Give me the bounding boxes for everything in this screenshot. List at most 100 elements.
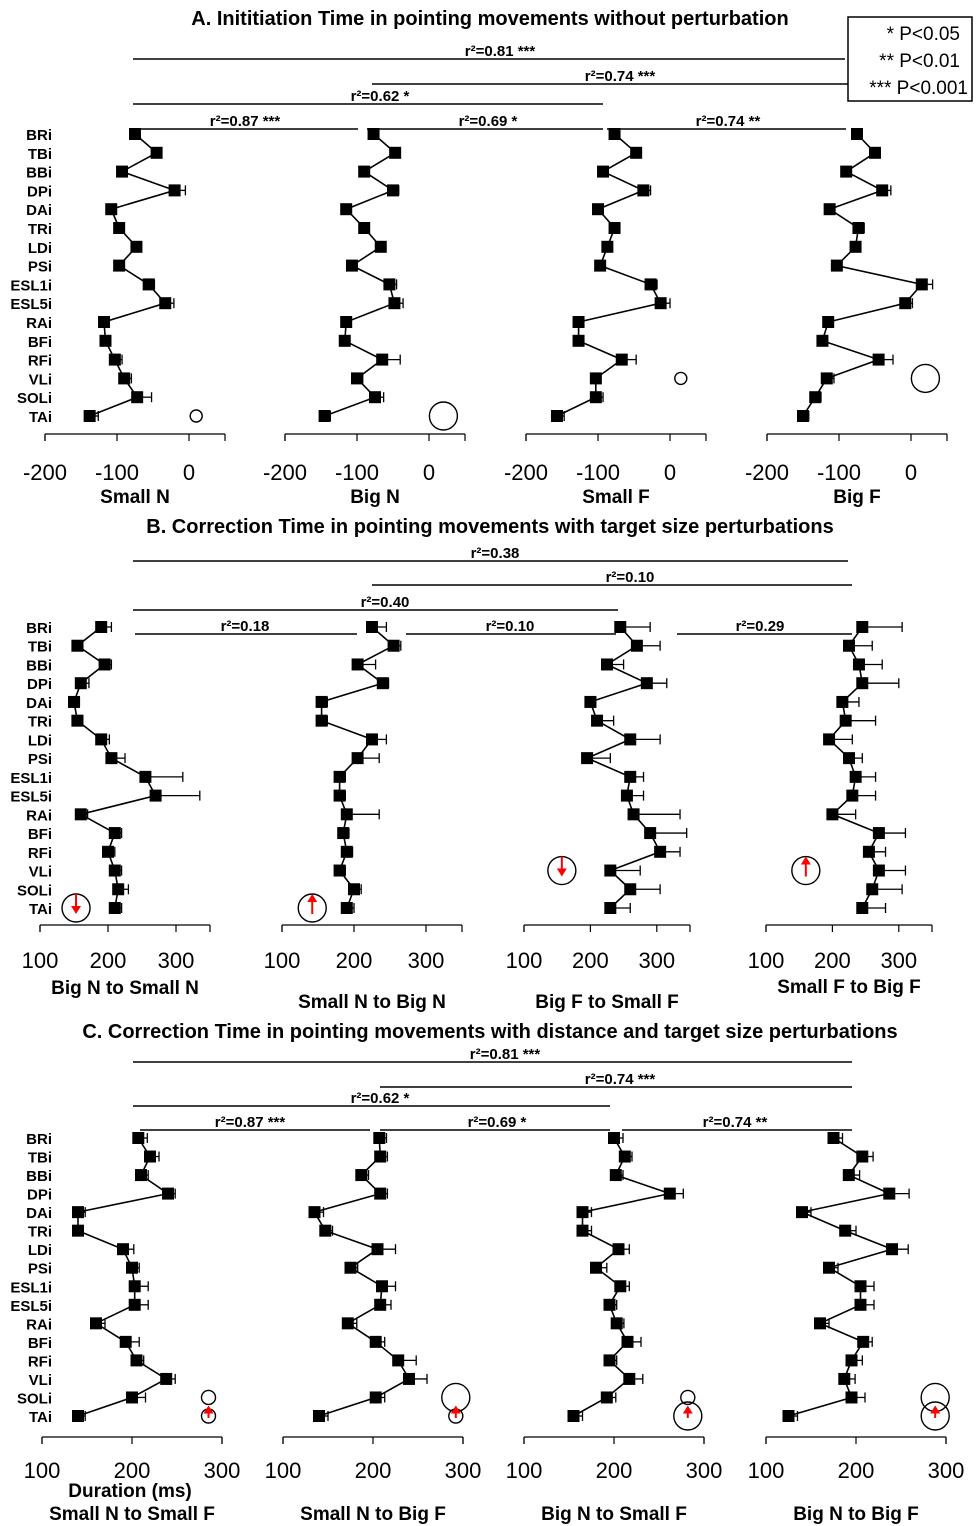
bracket-label: r²=0.74 **: [703, 1114, 768, 1131]
data-point: [627, 808, 640, 821]
x-tick-label: 300: [638, 948, 675, 973]
panel-name: Small N: [100, 487, 170, 508]
data-point: [663, 1187, 676, 1200]
muscle-label: TAi: [29, 901, 52, 918]
data-point: [592, 203, 604, 216]
data-point: [624, 770, 637, 783]
panel-big-n-to-big-f: 100 200 300 Big N to Big F: [748, 1132, 964, 1525]
series-line: [573, 1137, 673, 1417]
x-tick-label: 200: [814, 948, 851, 973]
data-point: [823, 1261, 835, 1274]
data-point: [550, 410, 563, 422]
panel-name: Small N to Big F: [300, 1504, 446, 1525]
data-point: [915, 278, 928, 291]
data-point: [608, 1132, 620, 1144]
data-point: [132, 1132, 145, 1144]
muscle-label: VLi: [29, 864, 52, 881]
data-point: [315, 695, 328, 708]
data-point: [355, 1169, 368, 1182]
data-point: [816, 334, 829, 347]
data-point: [866, 883, 879, 896]
bracket-label: r²=0.87 ***: [210, 113, 281, 130]
red-arrow-head: [307, 894, 318, 902]
data-point: [630, 639, 643, 652]
data-point: [369, 1391, 382, 1404]
data-point: [623, 1372, 636, 1385]
data-point: [618, 1150, 631, 1163]
muscle-label: ESL1i: [10, 277, 52, 294]
data-point: [856, 621, 869, 633]
muscle-label: RFi: [28, 845, 52, 862]
data-point: [95, 621, 108, 633]
data-point: [344, 1261, 357, 1274]
legend-p01: ** P<0.01: [879, 51, 960, 72]
red-arrow-head: [682, 1405, 693, 1414]
onset-circle: [674, 371, 688, 386]
x-tick-label: 0: [664, 460, 676, 485]
bracket-label: r²=0.69 *: [459, 113, 518, 130]
panel-big-n: -200 -100 0 Big N: [263, 128, 466, 508]
data-point: [872, 864, 885, 877]
red-arrow-head: [450, 1405, 461, 1414]
data-point: [126, 1391, 138, 1404]
data-point: [376, 677, 389, 690]
muscle-label: ESL1i: [10, 1279, 52, 1296]
series-line: [320, 626, 396, 909]
panel-name: Big N to Small F: [541, 1504, 687, 1525]
data-point: [843, 752, 855, 765]
data-point: [839, 714, 852, 727]
data-point: [839, 1224, 852, 1237]
data-point: [857, 1335, 870, 1348]
data-point: [797, 410, 809, 422]
data-point: [403, 1372, 415, 1385]
data-point: [373, 1132, 386, 1144]
muscle-label: PSi: [28, 1261, 52, 1278]
data-point: [576, 1224, 589, 1237]
muscle-label: BRi: [26, 620, 52, 637]
x-tick-label: -200: [504, 460, 548, 485]
data-point: [68, 695, 80, 708]
x-tick-label: 200: [114, 1458, 151, 1483]
panel-name: Big N to Small N: [51, 978, 199, 999]
data-point: [856, 677, 869, 690]
data-point: [333, 770, 346, 783]
data-point: [820, 372, 833, 385]
data-point: [621, 1335, 634, 1348]
muscle-label: DPi: [27, 1187, 52, 1204]
x-tick-label: -100: [817, 460, 861, 485]
muscle-label: RAi: [26, 807, 52, 824]
data-point: [72, 1206, 84, 1219]
data-point: [845, 1354, 858, 1367]
x-tick-label: 300: [204, 1458, 241, 1483]
series-line: [802, 133, 924, 417]
data-point: [135, 1169, 147, 1182]
data-point: [624, 883, 637, 896]
data-point: [601, 658, 613, 671]
onset-circle: [673, 1401, 703, 1431]
data-point: [854, 1298, 867, 1311]
bracket-label: r²=0.38: [471, 545, 520, 562]
series-line: [73, 626, 157, 909]
muscle-label: TAi: [29, 409, 52, 426]
muscle-label: LDi: [28, 1242, 52, 1259]
data-point: [119, 1335, 132, 1348]
muscle-label: RFi: [28, 353, 52, 370]
data-point: [376, 353, 389, 366]
data-point: [608, 222, 621, 234]
data-point: [340, 203, 353, 216]
x-tick-label: 200: [838, 1458, 875, 1483]
panel-big-f-to-small-f: 100 200 300 Big F to Small F: [506, 621, 691, 1013]
data-point: [71, 639, 84, 652]
muscle-label: DAi: [26, 202, 52, 219]
data-point: [337, 827, 350, 840]
legend-p001: *** P<0.001: [869, 78, 968, 99]
data-point: [654, 297, 667, 310]
data-point: [597, 165, 610, 178]
data-point: [130, 240, 143, 253]
bracket-label: r²=0.10: [606, 569, 655, 586]
series-line: [788, 1137, 895, 1417]
data-point: [318, 410, 331, 422]
data-point: [129, 128, 141, 140]
muscle-label: VLi: [29, 371, 52, 388]
